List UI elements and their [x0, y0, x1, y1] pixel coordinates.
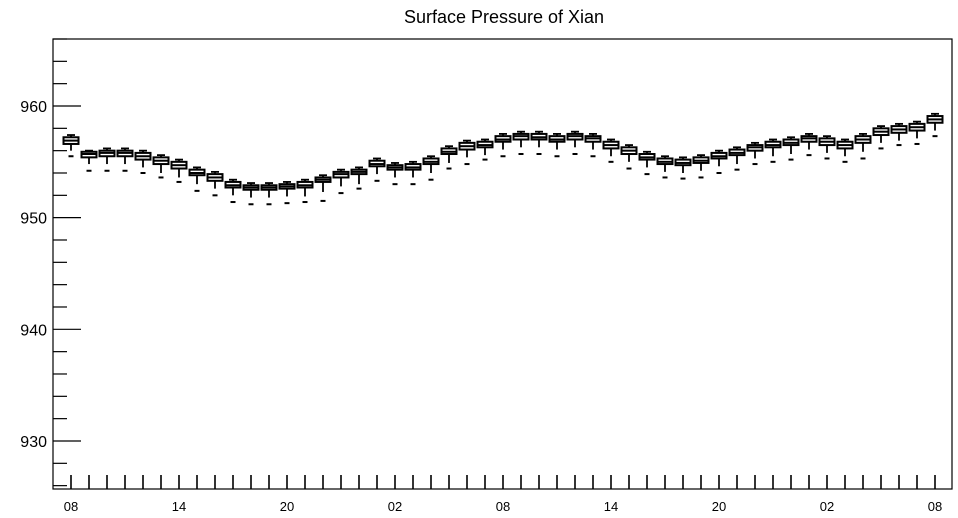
box-33 [656, 155, 674, 179]
box-29 [584, 133, 602, 158]
box-19 [404, 160, 422, 186]
box-16 [350, 166, 368, 190]
box-8 [206, 170, 224, 197]
box-34 [674, 156, 692, 180]
box-47 [908, 120, 926, 145]
box-30 [602, 138, 620, 163]
box-12 [278, 181, 296, 205]
box-27 [548, 133, 566, 158]
box-15 [332, 168, 350, 195]
box-24 [494, 133, 512, 158]
boxes [62, 112, 944, 206]
x-tick-label: 08 [496, 499, 510, 514]
x-tick-label: 08 [928, 499, 942, 514]
box-17 [368, 157, 386, 182]
box-35 [692, 154, 710, 179]
plot-frame [52, 38, 953, 490]
box-45 [872, 125, 890, 150]
box-6 [170, 158, 188, 183]
box-40 [782, 136, 800, 161]
box-41 [800, 133, 818, 157]
y-axis: 930 940 950 960 [20, 38, 81, 487]
box-9 [224, 178, 242, 204]
box-21 [440, 145, 458, 170]
x-axis: 08 14 20 02 08 14 20 02 08 [64, 475, 942, 514]
x-tick-label: 14 [604, 499, 618, 514]
box-43 [836, 138, 854, 163]
box-31 [620, 144, 638, 170]
box-13 [296, 178, 314, 204]
x-tick-label: 02 [388, 499, 402, 514]
box-7 [188, 166, 206, 192]
box-37 [728, 146, 746, 171]
y-tick-label: 960 [20, 99, 47, 116]
box-18 [386, 162, 404, 186]
box-32 [638, 150, 656, 176]
box-28 [566, 130, 584, 156]
box-11 [260, 182, 278, 206]
box-5 [152, 154, 170, 179]
box-26 [530, 130, 548, 156]
box-23 [476, 138, 494, 161]
box-22 [458, 139, 476, 166]
box-38 [746, 141, 764, 166]
box-46 [890, 122, 908, 147]
chart-title: Surface Pressure of Xian [404, 7, 604, 27]
y-tick-label: 930 [20, 434, 47, 451]
x-tick-label: 20 [712, 499, 726, 514]
box-44 [854, 133, 872, 160]
x-tick-label: 08 [64, 499, 78, 514]
box-48 [926, 112, 944, 138]
box-0 [62, 134, 80, 158]
x-tick-label: 20 [280, 499, 294, 514]
x-tick-label: 14 [172, 499, 186, 514]
box-20 [422, 155, 440, 181]
box-39 [764, 138, 782, 163]
x-tick-label: 02 [820, 499, 834, 514]
y-tick-label: 950 [20, 211, 47, 228]
box-3 [116, 147, 134, 172]
box-42 [818, 135, 836, 160]
box-36 [710, 149, 728, 174]
box-1 [80, 149, 98, 172]
box-14 [314, 174, 332, 202]
y-tick-label: 940 [20, 322, 47, 339]
box-4 [134, 149, 152, 174]
box-2 [98, 147, 116, 172]
box-10 [242, 182, 260, 206]
box-25 [512, 130, 530, 156]
